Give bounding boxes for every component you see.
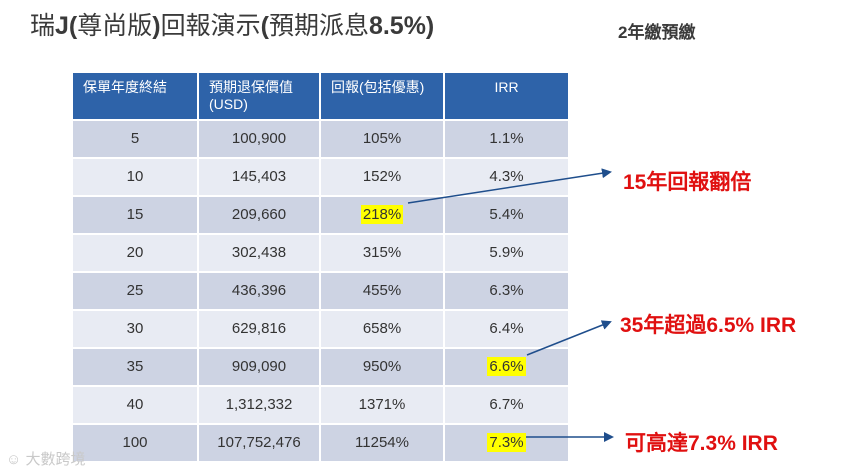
header-irr: IRR — [444, 73, 568, 120]
cell-value: 436,396 — [198, 271, 321, 310]
cell-year: 35 — [73, 347, 199, 386]
cell-irr: 5.9% — [444, 233, 568, 272]
table-header-row: 保單年度終結 預期退保價值(USD) 回報(包括優惠) IRR — [73, 73, 568, 120]
cell-irr: 6.7% — [444, 385, 568, 424]
illustration-table: 保單年度終結 預期退保價值(USD) 回報(包括優惠) IRR 5 100,90… — [73, 73, 568, 461]
cell-value: 107,752,476 — [198, 423, 321, 461]
table-row: 20 302,438 315% 5.9% — [73, 233, 568, 272]
header-surrender-value: 預期退保價值(USD) — [198, 73, 321, 120]
cell-return: 218% — [320, 195, 445, 234]
cell-year: 100 — [73, 423, 199, 461]
note-reach-irr: 可高達7.3% IRR — [625, 432, 778, 455]
cell-year: 15 — [73, 195, 199, 234]
cell-irr: 7.3% — [444, 423, 568, 461]
cell-value: 302,438 — [198, 233, 321, 272]
table-row: 30 629,816 658% 6.4% — [73, 309, 568, 348]
arrow-15-year — [407, 168, 612, 204]
table-row: 15 209,660 218% 5.4% — [73, 195, 568, 234]
cell-return: 152% — [320, 157, 445, 196]
table-row: 35 909,090 950% 6.6% — [73, 347, 568, 386]
cell-year: 40 — [73, 385, 199, 424]
highlighted-return: 218% — [360, 205, 404, 224]
arrow-35-year — [526, 320, 612, 356]
cell-value: 100,900 — [198, 119, 321, 158]
cell-value: 909,090 — [198, 347, 321, 386]
cell-year: 10 — [73, 157, 199, 196]
watermark-text: 大數跨境 — [25, 451, 86, 468]
highlighted-irr: 6.6% — [487, 357, 526, 376]
cell-return: 658% — [320, 309, 445, 348]
cell-value: 145,403 — [198, 157, 321, 196]
page-title: 瑞J(尊尚版)回報演示(預期派息8.5%) — [30, 12, 435, 40]
highlighted-irr: 7.3% — [487, 433, 526, 452]
table-row: 25 436,396 455% 6.3% — [73, 271, 568, 310]
note-double-return: 15年回報翻倍 — [623, 171, 752, 194]
note-over-irr: 35年超過6.5% IRR — [620, 314, 797, 337]
cell-return: 105% — [320, 119, 445, 158]
header-return: 回報(包括優惠) — [320, 73, 445, 120]
table-row: 40 1,312,332 1371% 6.7% — [73, 385, 568, 424]
cell-return: 11254% — [320, 423, 445, 461]
payment-term-label: 2年繳預繳 — [618, 23, 696, 42]
table-row: 100 107,752,476 11254% 7.3% — [73, 423, 568, 461]
cell-value: 209,660 — [198, 195, 321, 234]
cell-irr: 1.1% — [444, 119, 568, 158]
cell-year: 20 — [73, 233, 199, 272]
cell-irr: 6.6% — [444, 347, 568, 386]
cell-return: 455% — [320, 271, 445, 310]
header-policy-year: 保單年度終結 — [73, 73, 199, 120]
cell-return: 315% — [320, 233, 445, 272]
watermark-logo-icon: ☺ — [6, 451, 22, 468]
cell-year: 25 — [73, 271, 199, 310]
cell-year: 30 — [73, 309, 199, 348]
cell-irr: 6.4% — [444, 309, 568, 348]
table-row: 5 100,900 105% 1.1% — [73, 119, 568, 158]
table-row: 10 145,403 152% 4.3% — [73, 157, 568, 196]
cell-return: 1371% — [320, 385, 445, 424]
cell-irr: 5.4% — [444, 195, 568, 234]
cell-return: 950% — [320, 347, 445, 386]
cell-value: 629,816 — [198, 309, 321, 348]
cell-irr: 6.3% — [444, 271, 568, 310]
cell-value: 1,312,332 — [198, 385, 321, 424]
cell-irr: 4.3% — [444, 157, 568, 196]
cell-year: 5 — [73, 119, 199, 158]
watermark: ☺ 大數跨境 — [6, 448, 86, 469]
